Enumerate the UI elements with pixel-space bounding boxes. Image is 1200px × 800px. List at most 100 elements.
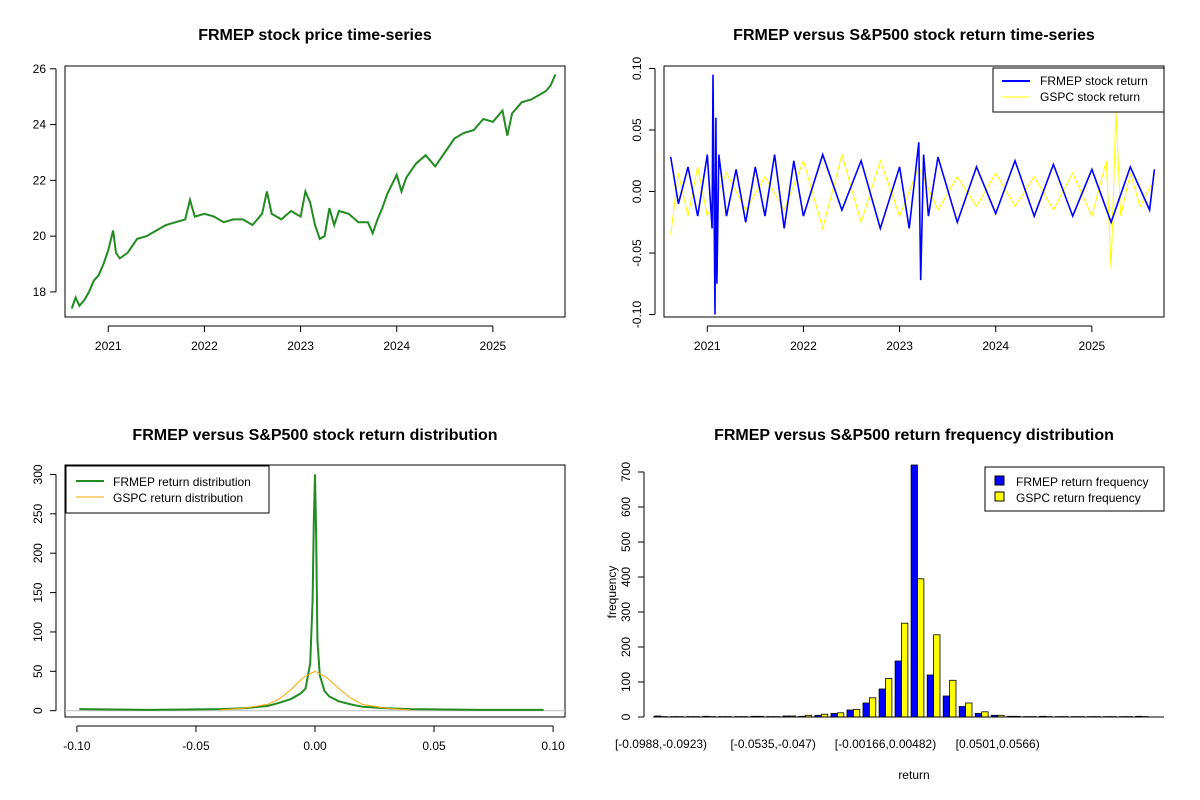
bar-frmep [974,713,983,718]
bar-frmep [830,713,838,718]
bar-gspc [837,712,845,718]
x-tick-label: [-0.00166,0.00482) [835,737,936,751]
y-tick-label: 300 [31,464,45,484]
series-lines [70,74,557,309]
y-tick-label: 200 [619,637,633,657]
x-tick-label: -0.10 [63,739,91,753]
legend: FRMEP return frequency GSPC return frequ… [984,466,1165,512]
y-tick-label: 400 [619,567,633,587]
x-tick-label: [0.0501,0.0566) [956,737,1040,751]
bar-gspc [885,678,893,718]
series-line-frmep-return-distribution [79,474,544,711]
x-tick-label: 2021 [694,339,721,353]
legend-box [984,466,1165,512]
x-tick-label: 2021 [95,339,122,353]
legend-label-frmep: FRMEP return frequency [1016,475,1149,489]
x-tick-label: -0.05 [182,739,210,753]
chart-title: FRMEP stock price time-series [198,27,432,44]
bar-gspc [933,634,941,718]
y-tick-label: 24 [33,118,47,132]
axis-ticks: -0.10 -0.05 0.00 0.05 0.10 0 50 100 150 200 250 300 [31,464,565,753]
legend-box [992,67,1165,113]
bar-frmep [926,674,935,718]
y-tick-label: 200 [31,543,45,563]
plot-frame [64,65,566,318]
legend-box [65,465,270,514]
bars [654,464,1149,718]
y-tick-label: 50 [31,664,45,678]
bar-frmep [862,702,870,718]
y-tick-label: 0 [31,707,45,714]
bar-frmep [942,695,951,718]
x-tick-label: [-0.0535,-0.047) [731,737,816,751]
y-tick-label: 150 [31,582,45,602]
series-lines [65,474,565,712]
y-tick-label: 0.05 [630,118,644,142]
y-tick-label: 300 [619,602,633,622]
series-lines [669,74,1156,315]
bar-frmep [878,688,886,718]
series-line-gspc-stock-return [670,111,1155,268]
legend-swatch-frmep [994,475,1005,486]
y-tick-label: 700 [619,462,633,482]
plot-frame [663,65,1165,318]
y-tick-label: 500 [619,532,633,552]
chart-title: FRMEP versus S&P500 return frequency dis… [714,427,1114,444]
legend-label-gspc: GSPC return frequency [1016,491,1141,505]
bar-frmep [958,706,967,718]
plot-frame [64,464,566,718]
x-tick-label: 2022 [191,339,218,353]
y-tick-label: 22 [33,173,47,187]
panel-price-timeseries: FRMEP stock price time-series 2021 2022 20… [33,27,566,353]
x-tick-label: 2025 [480,339,507,353]
bar-frmep [910,464,918,718]
y-tick-label: 0 [619,713,633,720]
y-tick-label: -0.05 [630,239,644,267]
y-tick-label: 100 [31,622,45,642]
chart-title: FRMEP versus S&P500 stock return distrib… [132,427,497,444]
y-tick-label: 600 [619,497,633,517]
legend-label-frmep: FRMEP return distribution [113,475,251,489]
bar-gspc [965,702,973,718]
x-tick-label: 0.05 [422,739,446,753]
y-tick-label: 100 [619,672,633,692]
y-tick-label: 18 [33,285,47,299]
bar-gspc [869,697,877,718]
bar-gspc [917,578,925,718]
series-line-gspc-return-distribution [219,670,411,711]
x-tick-label: 2023 [287,339,314,353]
legend: FRMEP return distribution GSPC return di… [65,465,270,514]
panel-return-timeseries: FRMEP versus S&P500 stock return time-se… [630,27,1165,353]
x-tick-label: 2024 [383,339,410,353]
bar-frmep [894,660,902,718]
bar-gspc [981,711,989,718]
x-tick-label: 0.00 [303,739,327,753]
bar-gspc [901,622,909,718]
x-axis-label: return [898,768,929,782]
x-tick-label: 0.10 [541,739,565,753]
legend-label-frmep: FRMEP stock return [1040,74,1148,88]
bar-gspc [949,679,957,718]
bar-gspc [853,708,861,718]
series-line-frmep-price [70,74,557,309]
x-tick-label: 2024 [982,339,1009,353]
panel-return-distribution: FRMEP versus S&P500 stock return distrib… [31,427,566,753]
chart-title: FRMEP versus S&P500 stock return time-se… [733,27,1095,44]
y-tick-label: 250 [31,503,45,523]
series-line-frmep-stock-return [669,74,1156,315]
y-axis-label: frequency [605,566,619,619]
y-tick-label: 0.10 [630,56,644,80]
axis-ticks: 0 100 200 300 400 500 600 700 [-0.0988,-0.0923) [… [615,462,1040,751]
x-tick-label: 2022 [790,339,817,353]
y-tick-label: 26 [33,62,47,76]
y-tick-label: -0.10 [630,301,644,329]
x-tick-label: [-0.0988,-0.0923) [615,737,707,751]
panel-frequency-distribution: FRMEP versus S&P500 return frequency dis… [605,427,1165,782]
legend: FRMEP stock return GSPC stock return [992,67,1165,113]
legend-label-gspc: GSPC stock return [1040,90,1140,104]
x-tick-label: 2023 [886,339,913,353]
y-tick-label: 20 [33,229,47,243]
y-tick-label: 0.00 [630,179,644,203]
